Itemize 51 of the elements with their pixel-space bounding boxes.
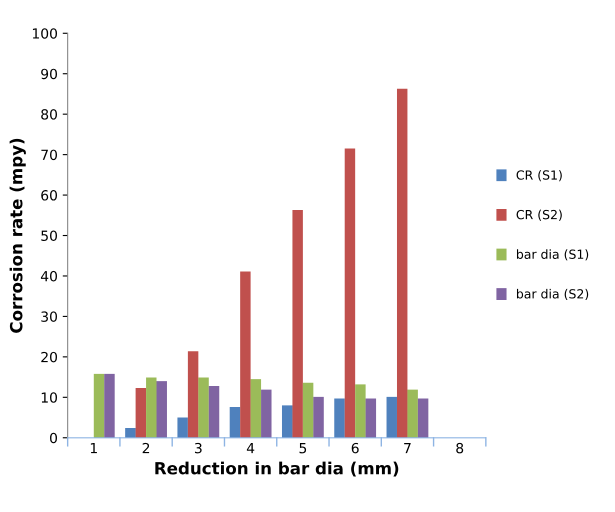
legend-label: bar dia (S1) <box>516 249 588 260</box>
y-tick-label: 10 <box>42 392 58 403</box>
bar <box>418 398 428 438</box>
y-tick-label: 70 <box>41 150 58 160</box>
y-tick-label: 0 <box>50 432 58 444</box>
bar <box>407 390 418 438</box>
x-tick-label: 3 <box>194 442 202 454</box>
x-tick-label: 5 <box>300 443 306 454</box>
bar <box>334 398 345 438</box>
bar <box>344 148 356 438</box>
x-axis-title: Reduction in bar dia (mm) <box>155 462 398 476</box>
bar <box>156 381 167 438</box>
x-tick-label: 4 <box>246 443 254 454</box>
bar <box>355 384 366 438</box>
y-tick-label: 100 <box>32 28 58 39</box>
legend-label: bar dia (S2) <box>516 288 588 300</box>
bar <box>292 210 303 438</box>
x-tick-label: 6 <box>352 442 359 454</box>
bar <box>136 388 146 438</box>
bar <box>104 374 115 438</box>
y-tick-label: 30 <box>41 311 58 322</box>
bar <box>313 396 324 438</box>
x-tick-label: 7 <box>404 443 411 454</box>
bar <box>396 88 408 438</box>
bar <box>250 379 262 438</box>
y-tick-label: 20 <box>41 352 58 362</box>
bar <box>366 398 376 438</box>
x-tick-label: 1 <box>90 443 97 454</box>
y-axis-title: Corrosion rate (mpy) <box>10 138 26 333</box>
bar <box>282 405 292 438</box>
bar <box>94 374 104 438</box>
y-tick-label: 80 <box>41 109 58 120</box>
legend-label: CR (S1) <box>516 170 562 182</box>
x-tick-label: 2 <box>142 442 150 454</box>
bar <box>230 407 240 438</box>
bar <box>198 377 209 438</box>
x-tick-label: 8 <box>456 442 464 454</box>
bar <box>146 377 157 438</box>
bar <box>302 382 314 438</box>
bar <box>261 390 272 438</box>
y-tick-label: 60 <box>41 190 58 201</box>
y-tick-label: 40 <box>40 270 58 282</box>
y-tick-label: 90 <box>41 68 58 80</box>
bar <box>177 418 188 438</box>
bar <box>125 428 136 438</box>
bar <box>240 272 251 438</box>
legend-label: CR (S2) <box>516 210 562 221</box>
bar <box>188 351 198 438</box>
bar <box>386 396 397 438</box>
bar <box>208 386 220 438</box>
y-tick-label: 50 <box>41 230 58 241</box>
